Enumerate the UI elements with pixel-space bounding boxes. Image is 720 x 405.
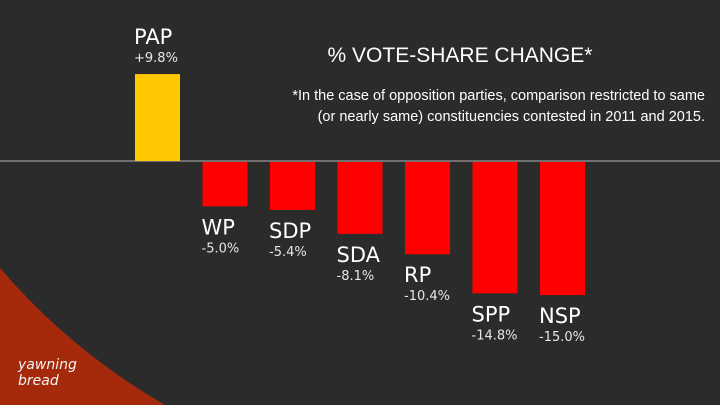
value-label-sdp: -5.4% (269, 245, 307, 260)
bar-sda (337, 162, 383, 234)
category-label-sdp: SDP (269, 219, 311, 243)
category-label-rp: RP (404, 263, 431, 287)
category-label-wp: WP (202, 215, 235, 239)
brand-line-1: yawning (18, 357, 77, 373)
value-label-spp: -14.8% (472, 328, 518, 343)
category-label-spp: SPP (472, 302, 511, 326)
bar-wp (202, 162, 248, 207)
value-label-rp: -10.4% (404, 289, 450, 304)
value-label-pap: +9.8% (134, 51, 178, 66)
bar-rp (405, 162, 450, 255)
bar-sdp (270, 162, 315, 210)
value-label-nsp: -15.0% (539, 330, 585, 345)
footnote-line-2: (or nearly same) constituencies conteste… (317, 109, 705, 125)
category-label-sda: SDA (337, 243, 381, 267)
decorative-arc (0, 268, 165, 405)
bar-pap (135, 74, 180, 161)
footnote-line-1: *In the case of opposition parties, comp… (292, 88, 705, 104)
category-label-pap: PAP (134, 25, 172, 49)
category-label-nsp: NSP (539, 304, 581, 328)
brand-logo: yawning bread (18, 357, 77, 389)
footnote: *In the case of opposition parties, comp… (210, 86, 705, 128)
value-label-wp: -5.0% (202, 241, 240, 256)
bar-spp (472, 162, 518, 294)
labels-group: PAP +9.8% WP -5.0% SDP -5.4% SDA -8.1% RP -10.4% S… (134, 25, 585, 345)
bars-group (135, 74, 585, 296)
brand-line-2: bread (18, 373, 59, 389)
value-label-sda: -8.1% (337, 269, 375, 284)
bar-nsp (540, 162, 585, 296)
chart-title: % VOTE-SHARE CHANGE* (327, 44, 593, 67)
